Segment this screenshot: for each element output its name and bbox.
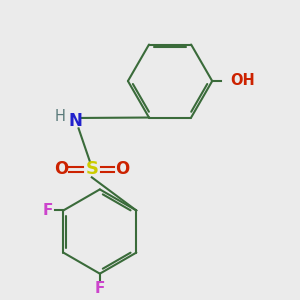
Text: H: H — [55, 109, 66, 124]
Text: O: O — [116, 160, 130, 178]
Text: F: F — [43, 203, 53, 218]
Text: O: O — [54, 160, 68, 178]
Text: F: F — [94, 280, 105, 296]
Text: OH: OH — [230, 73, 255, 88]
Text: S: S — [85, 160, 98, 178]
Text: N: N — [69, 112, 83, 130]
